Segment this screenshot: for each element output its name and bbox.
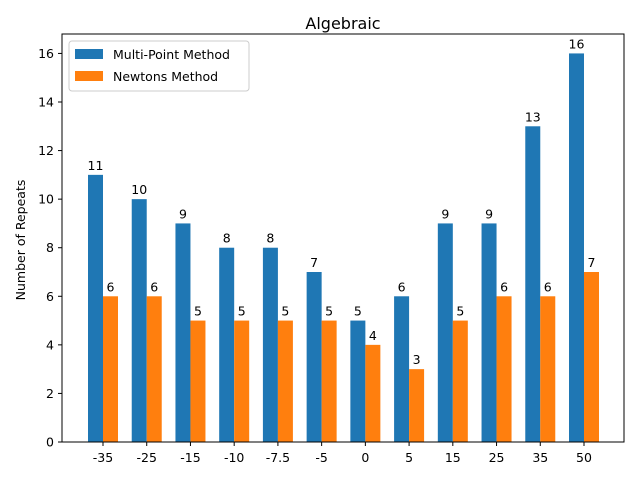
data-label-series-0-10: 13 (525, 109, 541, 124)
legend-box (68, 40, 250, 92)
bars-layer (88, 53, 599, 443)
data-label-series-1-1: 6 (150, 279, 158, 294)
x-tick-label-1: -25 (137, 450, 157, 465)
bar-series-0-11 (569, 53, 584, 443)
y-tick-label-4: 8 (46, 240, 54, 255)
bar-series-0-10 (525, 126, 541, 443)
plot-frame (61, 33, 625, 443)
y-tick-label-1: 2 (46, 386, 54, 401)
bar-series-1-8 (452, 320, 468, 442)
bar-series-1-6 (365, 344, 381, 442)
data-label-series-0-9: 9 (485, 206, 493, 221)
x-tick-label-10: 35 (532, 450, 548, 465)
y-tick-label-5: 10 (38, 192, 54, 207)
legend-label-series-1: Newtons Method (113, 69, 218, 84)
data-label-series-1-5: 5 (325, 304, 333, 319)
bar-series-0-8 (437, 223, 453, 442)
x-tick-label-8: 15 (445, 450, 461, 465)
legend-swatch-series-0 (75, 49, 103, 59)
data-label-series-0-8: 9 (441, 206, 449, 221)
x-tick-label-11: 50 (576, 450, 592, 465)
y-tick-label-7: 14 (38, 95, 54, 110)
data-label-series-0-3: 8 (223, 231, 231, 246)
bar-series-1-4 (277, 320, 293, 442)
x-tick-label-4: -7.5 (266, 450, 290, 465)
x-tick-label-3: -10 (224, 450, 244, 465)
x-tick-label-5: -5 (315, 450, 327, 465)
data-label-series-1-9: 6 (500, 279, 508, 294)
y-tick-label-2: 4 (46, 337, 54, 352)
data-label-series-1-8: 5 (456, 304, 464, 319)
data-label-series-1-7: 3 (413, 352, 421, 367)
legend-label-series-0: Multi-Point Method (113, 47, 230, 62)
data-label-series-1-6: 4 (369, 328, 377, 343)
x-tick-label-7: 5 (405, 450, 413, 465)
data-label-series-1-0: 6 (107, 279, 115, 294)
data-label-series-0-11: 16 (569, 36, 585, 51)
y-ticks: 0 2 4 6 8 10 12 14 16 (38, 46, 62, 450)
bar-series-1-3 (234, 320, 250, 442)
data-label-series-0-5: 7 (310, 255, 318, 270)
data-label-series-1-3: 5 (238, 304, 246, 319)
bar-series-1-10 (540, 296, 556, 442)
bar-series-0-6 (350, 320, 366, 442)
data-label-series-1-2: 5 (194, 304, 202, 319)
chart-title: Algebraic (305, 14, 380, 33)
bar-series-0-5 (306, 272, 322, 442)
data-label-series-0-2: 9 (179, 206, 187, 221)
bar-series-1-7 (409, 369, 425, 442)
bar-series-0-1 (131, 199, 147, 442)
data-label-series-0-0: 11 (88, 158, 104, 173)
y-tick-label-0: 0 (46, 435, 54, 450)
data-label-series-1-10: 6 (544, 279, 552, 294)
bar-series-0-7 (394, 296, 410, 442)
data-label-series-0-7: 6 (398, 279, 406, 294)
x-tick-label-2: -15 (180, 450, 200, 465)
x-tick-label-0: -35 (93, 450, 113, 465)
x-tick-label-9: 25 (489, 450, 505, 465)
bar-series-0-2 (175, 223, 191, 442)
y-tick-label-6: 12 (38, 143, 54, 158)
x-ticks: -35 -25 -15 -10 -7.5 -5 0 5 15 25 35 50 (93, 442, 592, 465)
bar-series-1-11 (584, 272, 599, 442)
y-tick-label-8: 16 (38, 46, 54, 61)
bar-series-1-5 (321, 320, 337, 442)
y-axis-label: Number of Repeats (13, 180, 28, 301)
bar-series-1-1 (146, 296, 162, 442)
legend-swatch-series-1 (75, 71, 103, 81)
bar-series-0-9 (481, 223, 497, 442)
y-tick-label-3: 6 (46, 289, 54, 304)
legend: Multi-Point Method Newtons Method (68, 40, 250, 92)
bar-series-0-4 (262, 247, 278, 442)
bar-series-0-3 (219, 247, 235, 442)
data-label-series-0-4: 8 (266, 231, 274, 246)
bar-series-0-0 (88, 174, 103, 442)
data-label-series-0-1: 10 (131, 182, 147, 197)
data-label-series-1-11: 7 (588, 255, 596, 270)
data-label-series-0-6: 5 (354, 304, 362, 319)
x-tick-label-6: 0 (361, 450, 369, 465)
bar-series-1-0 (103, 296, 118, 442)
bar-series-1-2 (190, 320, 206, 442)
data-label-series-1-4: 5 (281, 304, 289, 319)
bar-series-1-9 (496, 296, 512, 442)
